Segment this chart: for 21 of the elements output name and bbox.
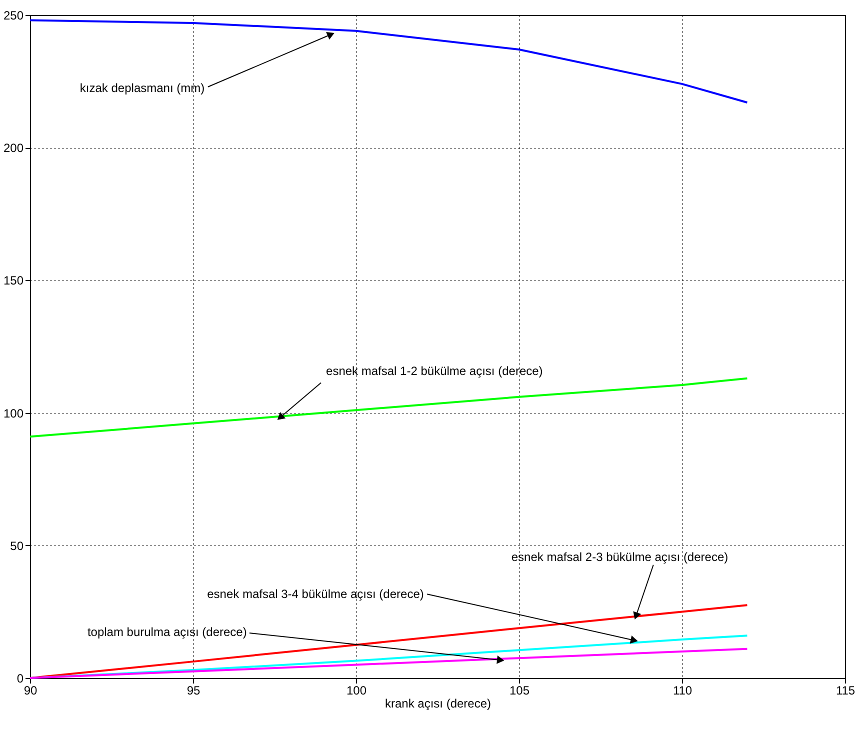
x-tick-label: 105: [509, 684, 530, 698]
y-tick-label: 100: [3, 406, 24, 420]
y-tick-label: 250: [3, 8, 24, 22]
line-series: [29, 648, 748, 679]
y-tick-label: 50: [10, 538, 24, 553]
x-axis-title: krank açısı (derece): [384, 696, 492, 710]
annotation: esnek mafsal 1-2 bükülme açısı (derece): [326, 364, 543, 378]
annotation: kızak deplasmanı (mm): [80, 80, 205, 95]
x-tick-label: 110: [672, 684, 692, 698]
x-tick-label: 95: [186, 684, 200, 698]
x-tick-label: 100: [346, 684, 367, 698]
line-series: [29, 19, 748, 104]
y-tick-label: 200: [3, 141, 24, 156]
annotation: toplam burulma açısı (derece): [87, 624, 247, 639]
line-series: [29, 377, 748, 438]
annotation: esnek mafsal 2-3 bükülme açısı (derece): [511, 550, 728, 564]
y-tick-label: 150: [3, 274, 24, 288]
y-tick-label: 0: [16, 672, 24, 686]
x-tick-label: 115: [836, 684, 856, 698]
x-tick-label: 90: [24, 684, 38, 698]
annotation: esnek mafsal 3-4 bükülme açısı (derece): [207, 587, 424, 602]
